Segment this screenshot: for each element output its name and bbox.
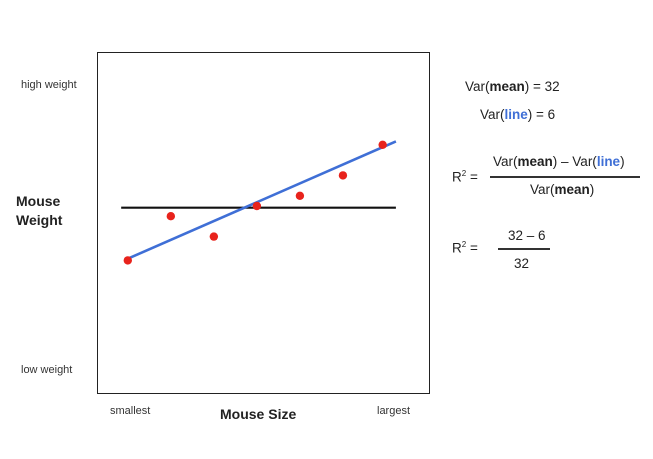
var-line-equation: Var(line) = 6 bbox=[480, 107, 555, 122]
x-tick-high-label: largest bbox=[377, 405, 411, 417]
fit-line bbox=[127, 140, 397, 260]
data-point-3 bbox=[209, 232, 219, 241]
r2-equals-2: = bbox=[466, 240, 478, 256]
y-axis-title: Mouse Weight bbox=[16, 192, 62, 230]
num-var-1: Var( bbox=[493, 154, 518, 169]
var-mean-equation: Var(mean) = 32 bbox=[465, 79, 560, 94]
data-point-7 bbox=[378, 140, 387, 149]
x-axis-title: Mouse Size bbox=[220, 406, 297, 422]
r2-exponent-2: 2 bbox=[461, 240, 467, 249]
y-tick-low-label: low weight bbox=[21, 364, 73, 376]
r2-symbol-2: R bbox=[452, 240, 462, 256]
data-point-5 bbox=[295, 191, 305, 200]
x-tick-low-label: smallest bbox=[110, 405, 151, 417]
data-point-6 bbox=[338, 171, 348, 180]
r2-label-2: R2 = bbox=[452, 240, 478, 256]
num-line-word: line bbox=[596, 154, 621, 169]
r2-equals: = bbox=[466, 169, 478, 185]
data-point-4 bbox=[252, 201, 262, 211]
var-mean-prefix: Var( bbox=[465, 79, 490, 94]
fraction-1-numerator: Var(mean) – Var(line) bbox=[493, 154, 625, 169]
plot-area bbox=[97, 52, 430, 394]
num-mean-word: mean bbox=[517, 154, 553, 169]
scatter-chart bbox=[121, 140, 397, 265]
fraction-2-numerator: 32 – 6 bbox=[508, 228, 546, 243]
fraction-1-denominator: Var(mean) bbox=[530, 182, 594, 197]
r2-label-1: R2 = bbox=[452, 169, 478, 185]
fraction-1-bar bbox=[490, 176, 640, 178]
fraction-2-bar bbox=[498, 248, 550, 250]
r2-symbol: R bbox=[452, 169, 462, 185]
var-mean-word: mean bbox=[489, 79, 525, 94]
den-close: ) bbox=[589, 182, 595, 197]
var-line-word: line bbox=[504, 107, 528, 122]
y-axis-title-line-1: Mouse bbox=[16, 193, 61, 209]
y-tick-high-label: high weight bbox=[21, 79, 77, 91]
num-close: ) bbox=[620, 154, 625, 169]
fraction-2-denominator: 32 bbox=[514, 256, 530, 271]
var-line-value: ) = 6 bbox=[527, 107, 556, 122]
var-mean-value: ) = 32 bbox=[524, 79, 560, 94]
data-point-2 bbox=[166, 212, 176, 221]
r2-exponent: 2 bbox=[461, 169, 467, 178]
data-point-1 bbox=[123, 256, 132, 265]
den-mean-word: mean bbox=[554, 182, 590, 197]
var-line-prefix: Var( bbox=[480, 107, 505, 122]
y-axis-title-line-2: Weight bbox=[16, 212, 63, 228]
num-minus-var: ) – Var( bbox=[552, 154, 597, 169]
den-var: Var( bbox=[530, 182, 555, 197]
